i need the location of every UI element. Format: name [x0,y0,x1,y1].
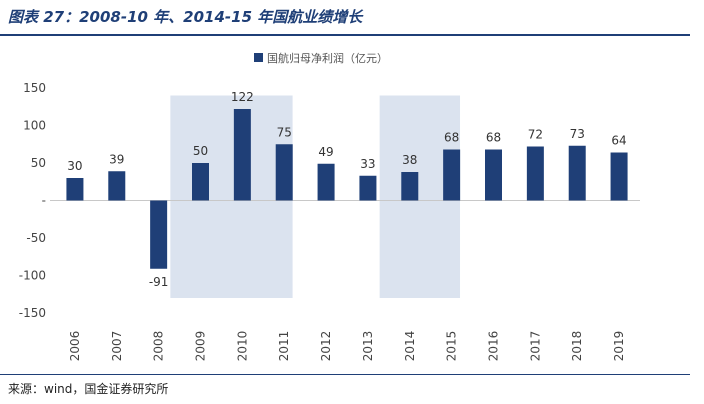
bar [526,146,544,201]
bar [485,149,502,201]
data-label: 73 [570,127,585,141]
y-tick-label: 100 [23,119,46,133]
data-label: 33 [360,157,375,171]
x-tick-label: 2006 [68,331,82,362]
highlight-band [170,95,293,298]
data-label: 68 [486,131,501,145]
x-tick-label: 2017 [528,331,542,362]
data-label: 30 [67,159,82,173]
footer-rule [0,374,690,375]
y-tick-label: -150 [19,306,46,320]
y-tick-label: - [42,194,46,208]
bar [150,200,168,269]
bars [66,109,628,269]
x-tick-label: 2008 [152,331,166,362]
chart-title: 图表 27：2008-10 年、2014-15 年国航业绩增长 [8,8,363,26]
x-tick-label: 2013 [361,331,375,362]
legend-label: 国航归母净利润（亿元） [267,51,388,65]
y-tick-label: 150 [23,81,46,95]
data-label: 75 [277,125,292,139]
x-tick-label: 2014 [403,331,417,362]
x-tick-label: 2009 [194,331,208,362]
bar [401,172,419,201]
x-tick-label: 2012 [319,331,333,362]
bar [359,175,377,201]
data-labels: 30 39 -91 50 122 75 49 33 38 68 68 72 73 64 [67,90,626,289]
source-note: 来源：wind，国金证券研究所 [8,382,169,396]
data-label: 72 [528,128,543,142]
legend: 国航归母净利润（亿元） [254,51,388,65]
x-tick-label: 2011 [277,331,291,362]
axes: 150 100 50 - -50 -100 -150 2006 2007 2008 2009 2010… [19,81,640,361]
bar [443,149,461,201]
y-tick-label: 50 [31,156,46,170]
x-tick-label: 2019 [612,331,626,362]
bar [275,144,293,201]
y-tick-label: -100 [19,269,46,283]
data-label: 64 [611,134,626,148]
x-tick-label: 2018 [570,331,584,362]
y-tick-label: -50 [26,231,46,245]
data-label: 50 [193,144,208,158]
data-label: 39 [109,152,124,166]
x-tick-label: 2016 [487,331,501,362]
data-label: 68 [444,131,459,145]
data-label: 122 [231,90,254,104]
data-label: -91 [149,275,169,289]
bar [233,109,251,201]
highlight-bands [170,95,461,298]
bar [66,178,84,201]
title-rule [0,34,690,36]
bar [192,163,209,201]
bar [610,152,628,201]
data-label: 38 [402,153,417,167]
bar-chart: 150 100 50 - -50 -100 -150 2006 2007 2008 2009 2010… [19,51,640,361]
bar [108,171,126,201]
bar [317,163,335,201]
x-tick-label: 2007 [110,331,124,362]
x-tick-label: 2010 [235,331,249,362]
data-label: 49 [318,145,333,159]
legend-swatch [254,53,263,62]
bar [568,145,586,201]
x-tick-label: 2015 [445,331,459,362]
